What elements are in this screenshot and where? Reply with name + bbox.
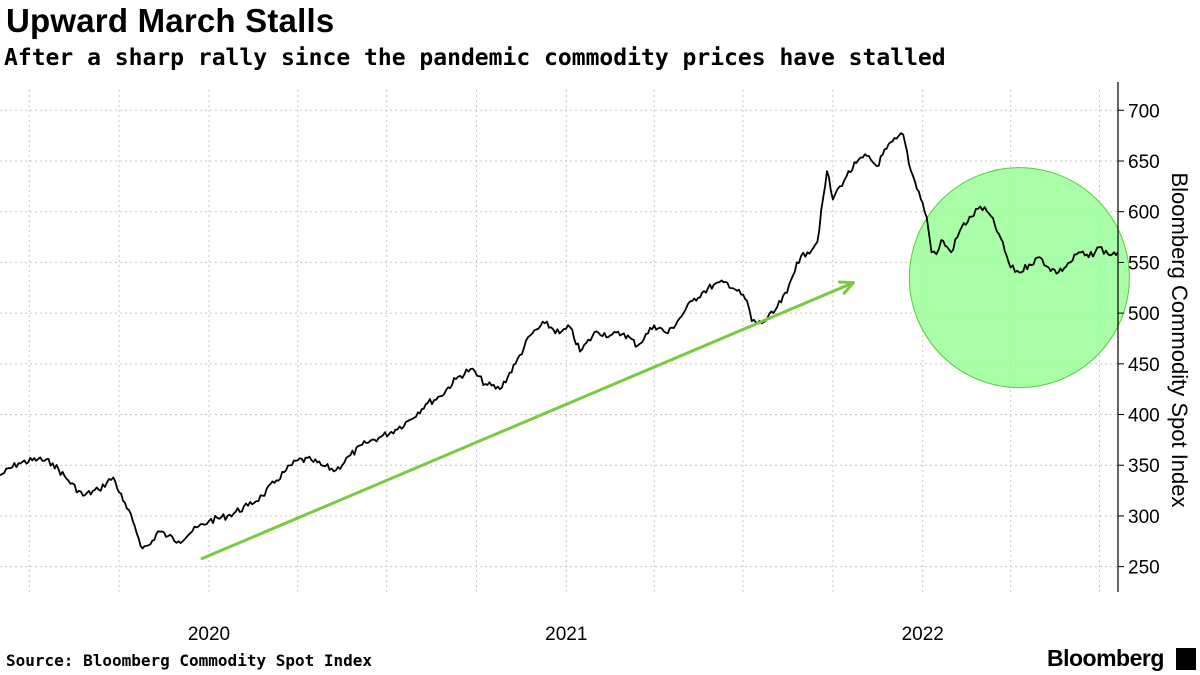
y-tick-label: 700 — [1128, 101, 1160, 122]
highlight-layer — [908, 167, 1130, 389]
y-tick-label: 350 — [1128, 456, 1160, 477]
y-tick-label: 550 — [1128, 253, 1160, 274]
x-tick-label: 2020 — [188, 624, 230, 645]
chart-subtitle: After a sharp rally since the pandemic c… — [4, 45, 946, 71]
y-axis-label: Bloomberg Commodity Spot Index — [1167, 172, 1192, 507]
y-tick-label: 650 — [1128, 152, 1160, 173]
trend-arrow-head — [837, 280, 855, 295]
trend-arrow-shaft — [200, 281, 855, 561]
y-tick-label: 500 — [1128, 304, 1160, 325]
y-tick-label: 300 — [1128, 507, 1160, 528]
source-note: Source: Bloomberg Commodity Spot Index — [6, 651, 373, 670]
series-layer — [0, 132, 1119, 550]
highlight-circle — [908, 167, 1130, 389]
y-tick-label: 450 — [1128, 355, 1160, 376]
brand-logo-text: Bloomberg — [1047, 645, 1164, 671]
series-line — [0, 132, 1119, 550]
y-tick-label: 250 — [1128, 558, 1160, 579]
chart-title: Upward March Stalls — [6, 2, 335, 39]
y-tick-label: 600 — [1128, 203, 1160, 224]
y-tick-label: 400 — [1128, 406, 1160, 427]
axes: 250 300 350 400 450 500 550 600 650 700 2020 2021 20… — [188, 82, 1160, 645]
trend-arrow-layer — [200, 280, 855, 561]
brand-logo-icon — [1176, 648, 1196, 670]
x-tick-label: 2022 — [902, 624, 944, 645]
x-tick-label: 2021 — [545, 624, 587, 645]
